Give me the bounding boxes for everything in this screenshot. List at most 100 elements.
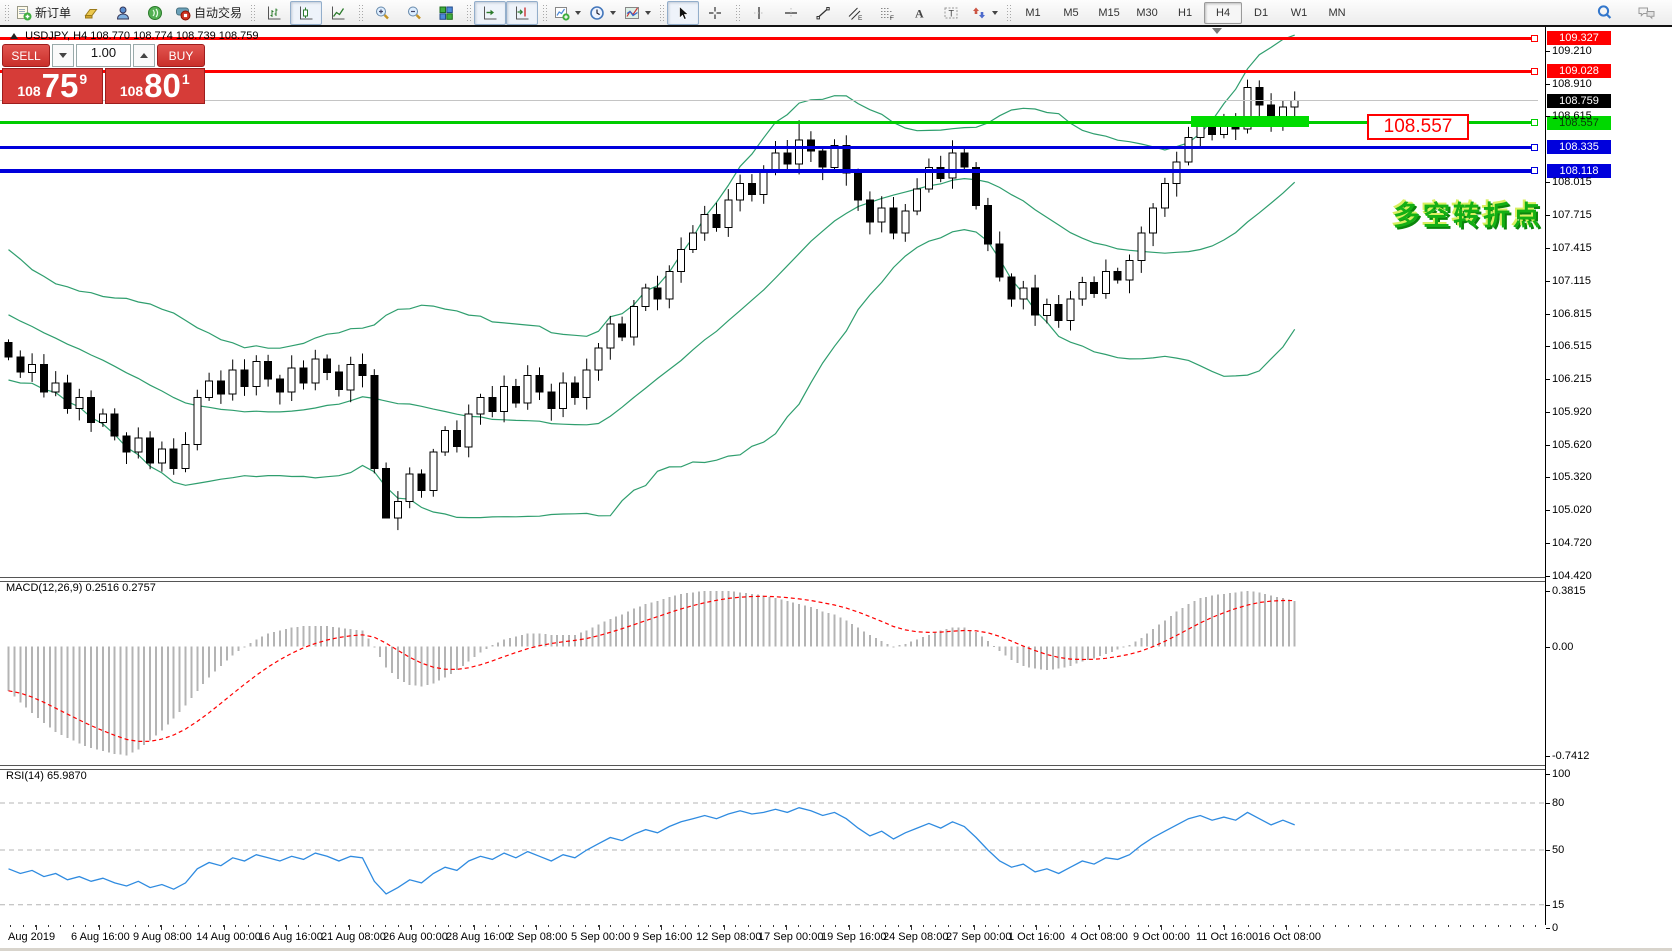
price-level-chip[interactable]: 109.028 — [1547, 64, 1611, 78]
tile-windows-button[interactable] — [430, 1, 462, 25]
line-chart-button[interactable] — [322, 1, 354, 25]
time-axis-minor-tick — [723, 925, 724, 927]
time-axis-major-tick — [1036, 925, 1037, 930]
chart-shift-button[interactable] — [506, 0, 539, 25]
tf-d1[interactable]: D1 — [1254, 6, 1269, 19]
sell-button[interactable]: SELL — [2, 44, 50, 67]
time-axis-minor-tick — [1285, 925, 1286, 927]
price-level-line-108.759[interactable] — [0, 100, 1538, 101]
volume-input[interactable]: 1.00 — [76, 44, 131, 67]
price-level-chip[interactable]: 108.335 — [1547, 140, 1611, 154]
time-axis-minor-tick — [273, 925, 274, 927]
zoom-out-button[interactable] — [398, 1, 430, 25]
price-level-chip[interactable]: 109.327 — [1547, 31, 1611, 45]
tf-m1[interactable]: M1 — [1025, 6, 1041, 19]
time-axis-minor-tick — [1023, 925, 1024, 927]
buy-price-button[interactable]: 108 80 1 — [104, 68, 205, 104]
tf-m15[interactable]: M15 — [1098, 6, 1120, 19]
time-axis-minor-tick — [848, 925, 849, 927]
main-chart-canvas[interactable] — [0, 27, 1545, 577]
shapes-button[interactable] — [967, 1, 1002, 25]
crosshair-button[interactable] — [699, 1, 731, 25]
styles-button[interactable] — [75, 1, 107, 25]
time-axis-label: 9 Sep 16:00 — [633, 931, 693, 943]
rsi-canvas[interactable] — [0, 768, 1545, 925]
channel-button[interactable]: E — [839, 1, 871, 25]
buy-button[interactable]: BUY — [157, 44, 205, 67]
price-level-line-109.028[interactable] — [0, 70, 1538, 73]
hline-button[interactable] — [775, 1, 807, 25]
fibonacci-button[interactable]: F — [871, 1, 903, 25]
time-axis-minor-tick — [1410, 925, 1411, 927]
bar-chart-button[interactable] — [258, 1, 290, 25]
line-anchor[interactable] — [1531, 35, 1538, 42]
cursor-button[interactable] — [667, 0, 700, 25]
tf-w1[interactable]: W1 — [1290, 6, 1308, 19]
time-axis-label: 28 Aug 16:00 — [446, 931, 511, 943]
price-annotation-box[interactable]: 108.557 — [1367, 114, 1469, 140]
time-axis-minor-tick — [1110, 925, 1111, 927]
chat-button[interactable] — [1630, 1, 1662, 25]
price-axis-label: 105.920 — [1552, 406, 1592, 418]
periods-button[interactable] — [585, 1, 620, 25]
toolbar-grip — [466, 3, 472, 22]
indicators-button[interactable] — [620, 1, 655, 25]
time-axis-minor-tick — [48, 925, 49, 927]
time-axis-minor-tick — [1235, 925, 1236, 927]
rsi-axis-label: 100 — [1552, 768, 1571, 780]
price-level-chip[interactable]: 108.557 — [1547, 116, 1611, 130]
time-axis-minor-tick — [73, 925, 74, 927]
time-axis-minor-tick — [948, 925, 949, 927]
time-axis-minor-tick — [823, 925, 824, 927]
line-anchor[interactable] — [1531, 167, 1538, 174]
macd-canvas[interactable] — [0, 580, 1545, 765]
signals-button[interactable] — [139, 1, 171, 25]
volume-decrease-button[interactable] — [52, 44, 74, 67]
text-button[interactable]: A — [903, 1, 935, 25]
autotrading-button[interactable]: 自动交易 — [171, 1, 246, 25]
panel-separator[interactable] — [0, 577, 1672, 582]
time-axis-minor-tick — [1298, 925, 1299, 927]
ohlc-values: 108.770 108.774 108.739 108.759 — [90, 30, 259, 42]
new-order-button-label: 新订单 — [35, 6, 72, 20]
price-level-chip[interactable]: 108.759 — [1547, 94, 1611, 108]
tf-m30[interactable]: M30 — [1136, 6, 1158, 19]
volume-increase-button[interactable] — [133, 44, 155, 67]
zoom-in-button[interactable] — [366, 1, 398, 25]
tf-h1[interactable]: H1 — [1178, 6, 1193, 19]
price-axis-tick — [1546, 412, 1550, 413]
highlight-rectangle[interactable] — [1191, 116, 1309, 127]
price-level-line-108.335[interactable] — [0, 146, 1538, 149]
profile-button[interactable] — [107, 1, 139, 25]
search-button[interactable] — [1588, 1, 1620, 25]
price-axis-label: 105.320 — [1552, 471, 1592, 483]
toolbar-grip — [735, 3, 741, 22]
rsi-axis-label: 50 — [1552, 844, 1565, 856]
price-level-chip[interactable]: 108.118 — [1547, 164, 1611, 178]
time-axis-minor-tick — [698, 925, 699, 927]
time-axis: Aug 2019 6 Aug 16:00 9 Aug 08:00 14 Aug 00:… — [0, 925, 1545, 948]
label-button[interactable]: T — [935, 1, 967, 25]
price-level-line-108.557[interactable] — [0, 121, 1538, 124]
new-order-button[interactable]: 新订单 — [12, 1, 75, 25]
tf-h4[interactable]: H4 — [1204, 1, 1243, 24]
price-axis-tick — [1546, 182, 1550, 183]
line-anchor[interactable] — [1531, 144, 1538, 151]
line-anchor[interactable] — [1531, 68, 1538, 75]
new-order-icon — [16, 5, 32, 21]
new-chart-button[interactable] — [550, 1, 585, 25]
sell-price-button[interactable]: 108 75 9 — [2, 68, 103, 104]
price-level-line-109.327[interactable] — [0, 37, 1538, 40]
tf-m5[interactable]: M5 — [1063, 6, 1079, 19]
line-anchor[interactable] — [1531, 119, 1538, 126]
price-axis-tick — [1546, 477, 1550, 478]
time-axis-label: 12 Sep 08:00 — [696, 931, 762, 943]
price-level-line-108.118[interactable] — [0, 169, 1538, 173]
panel-separator[interactable] — [0, 765, 1672, 770]
vline-button[interactable] — [743, 1, 775, 25]
turning-point-label[interactable]: 多空转折点 — [1393, 201, 1543, 231]
tf-mn[interactable]: MN — [1328, 6, 1346, 19]
autoscroll-button[interactable] — [474, 0, 507, 25]
candlestick-button[interactable] — [290, 0, 323, 25]
trendline-button[interactable] — [807, 1, 839, 25]
